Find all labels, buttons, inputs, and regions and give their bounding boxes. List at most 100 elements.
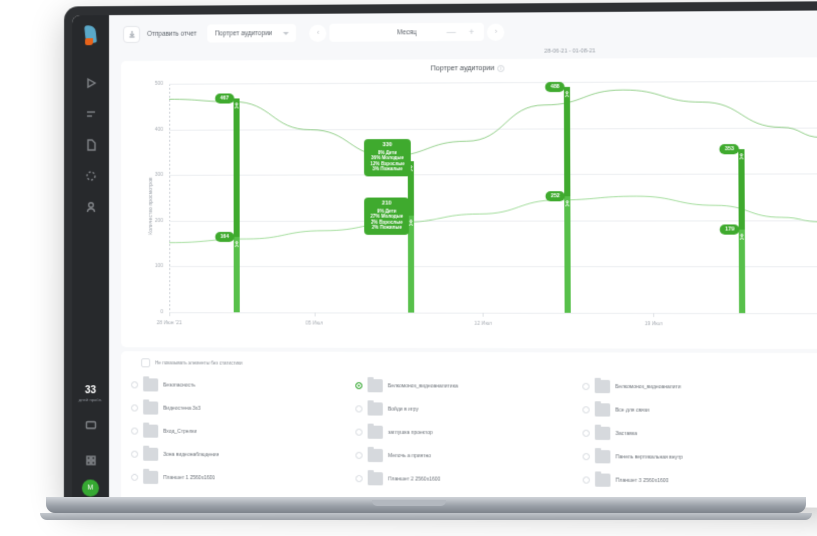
y-tick-0: 0 [160, 309, 164, 316]
chart-bar[interactable] [408, 215, 415, 313]
play-icon[interactable] [74, 67, 108, 98]
item-radio[interactable] [131, 381, 139, 389]
legend-column-3: Белкомоноз_видеоаналити Все для связи Заст… [582, 375, 812, 493]
list-item[interactable]: Панель вертикальная внутр [582, 445, 813, 470]
item-radio[interactable] [582, 429, 590, 437]
item-label: Мелочь а приятно [388, 452, 431, 459]
tooltip-row: 3% Пожилые [372, 166, 403, 172]
hide-empty-checkbox[interactable] [141, 358, 151, 368]
monitor-icon[interactable] [73, 409, 107, 440]
series-line [169, 196, 817, 243]
list-item[interactable]: Зона видеонаблюдения [131, 443, 355, 467]
item-radio[interactable] [131, 427, 139, 435]
list-item[interactable]: Белкомоноз_видеоаналитика [355, 374, 582, 398]
chart-bar[interactable] [739, 229, 746, 314]
y-tick-500: 500 [154, 80, 164, 87]
list-item[interactable]: Мелочь а приятно [355, 444, 582, 469]
folder-icon [367, 448, 383, 463]
app-logo[interactable] [80, 23, 102, 49]
item-radio[interactable] [582, 382, 590, 391]
item-radio[interactable] [131, 473, 139, 481]
prev-period-button[interactable]: ‹ [309, 24, 327, 42]
next-period-button[interactable]: › [487, 23, 505, 41]
x-tick-mark [169, 312, 171, 317]
list-item[interactable]: Безопасность [131, 373, 355, 397]
list-icon[interactable] [74, 98, 108, 129]
list-item[interactable]: Планшет 3 2560х1600 [582, 468, 813, 493]
person-icon [564, 89, 570, 100]
chart-bar[interactable] [564, 196, 572, 313]
item-label: заглушка проектор [387, 429, 433, 436]
person-icon [739, 151, 745, 162]
item-radio[interactable] [582, 453, 590, 461]
folder-icon [367, 379, 383, 393]
download-icon[interactable] [123, 25, 141, 43]
folder-icon [367, 402, 383, 416]
list-item[interactable]: Планшет 1 2560х1600 [131, 466, 355, 491]
folder-icon [594, 473, 611, 487]
laptop-device: 33 дней пробн. М [63, 1, 817, 508]
chart-tooltip: 210 9% Дети 27% Молодые 2% Взрослые 2% Пожил… [364, 197, 410, 235]
grid-icon[interactable] [73, 444, 107, 475]
folder-icon [367, 472, 383, 486]
list-item[interactable]: Видеостена 3х3 [131, 396, 355, 420]
item-label: Видеостена 3х3 [163, 405, 201, 412]
list-item[interactable]: Планшет 2 2560х1600 [355, 467, 582, 492]
list-item[interactable]: заглушка проектор [355, 421, 582, 445]
list-item[interactable]: Вход_Стрелки [131, 419, 355, 443]
y-axis-label: Количество просмотров [149, 177, 155, 235]
person-icon [565, 198, 571, 209]
chevron-down-icon [283, 31, 290, 35]
item-label: Планшет 1 2560х1600 [163, 474, 215, 481]
list-item[interactable]: Все для связи [582, 398, 812, 422]
export-report-button[interactable]: Отправить отчет [147, 30, 197, 38]
tooltip-value: 330 [382, 142, 393, 149]
hide-empty-row[interactable]: Не показывать элементы без статистики [131, 358, 812, 369]
list-item[interactable]: Заставка [582, 422, 812, 447]
main-content: Отправить отчет Портрет аудитории ‹ Меся… [109, 10, 817, 508]
item-radio[interactable] [131, 450, 139, 458]
period-select[interactable]: Месяц — + [329, 22, 485, 42]
laptop-foot [40, 513, 812, 520]
list-item[interactable]: Белкомоноз_видеоаналити [582, 375, 812, 399]
item-radio[interactable] [131, 404, 139, 412]
report-type-value: Портрет аудитории [214, 29, 273, 37]
chart-bar[interactable] [233, 237, 240, 313]
chart-title: Портрет аудитории [430, 65, 495, 73]
x-tick-mark [483, 312, 485, 317]
hide-empty-label: Не показывать элементы без статистики [155, 360, 243, 366]
user-icon[interactable] [74, 191, 108, 222]
folder-icon [143, 378, 159, 392]
period-plus-button[interactable]: + [468, 26, 475, 37]
folder-icon [143, 424, 159, 438]
item-radio[interactable] [355, 451, 363, 459]
item-label: Все для связи [615, 406, 650, 414]
folder-icon [367, 425, 383, 439]
chart-bar[interactable] [233, 98, 240, 313]
chart-tooltip: 330 8% Дети 36% Молодые 12% Взрослые 3% Пожи… [364, 139, 411, 177]
list-item[interactable]: Войди в игру [355, 397, 582, 421]
item-label: Войди в игру [387, 406, 419, 413]
trial-text: дней пробн. [78, 396, 103, 403]
avatar[interactable]: М [81, 479, 99, 497]
item-radio[interactable] [355, 475, 363, 483]
item-radio[interactable] [355, 382, 363, 390]
person-icon [739, 232, 745, 243]
x-tick-mark [653, 312, 655, 318]
document-icon[interactable] [74, 129, 108, 160]
loader-icon[interactable] [74, 160, 108, 191]
item-radio[interactable] [355, 428, 363, 436]
bar-value-badge: 252 [545, 191, 565, 202]
item-radio[interactable] [355, 405, 363, 413]
item-radio[interactable] [582, 406, 590, 414]
bar-value-badge: 179 [720, 224, 740, 236]
folder-icon [143, 447, 159, 461]
period-minus-button[interactable]: — [446, 26, 456, 37]
item-radio[interactable] [582, 476, 590, 484]
legend-column-1: Безопасность Видеостена 3х3 Вход_Стрелки Зо… [131, 373, 355, 490]
x-tick-label: 28 Июн '21 [156, 320, 182, 327]
tooltip-row: 27% Молодые [370, 213, 404, 219]
report-type-select[interactable]: Портрет аудитории [207, 23, 297, 43]
info-icon[interactable]: i [497, 65, 505, 73]
